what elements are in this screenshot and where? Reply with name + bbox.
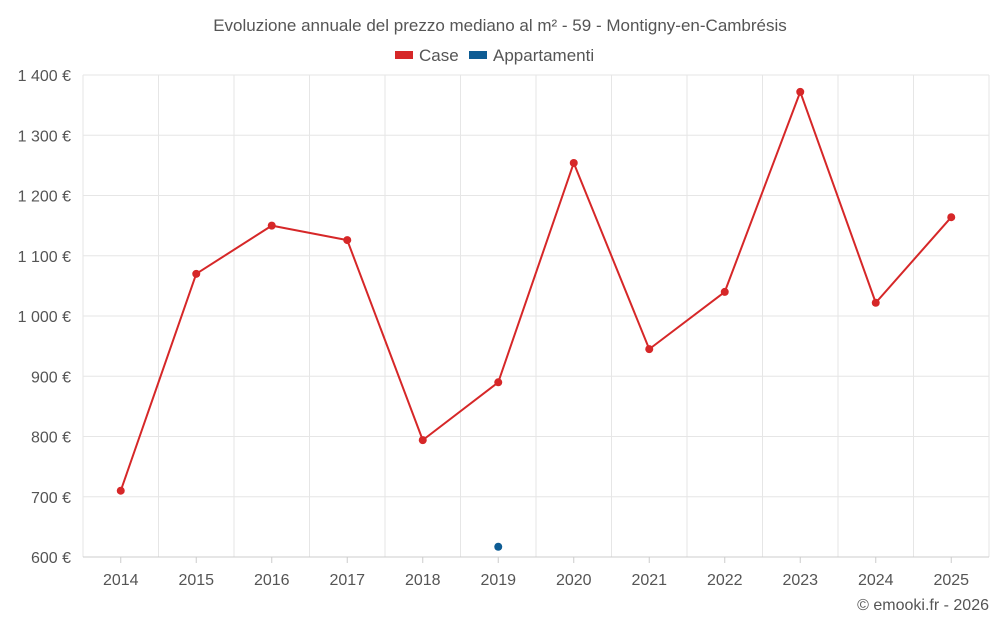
series-line-case: [119, 90, 952, 492]
data-point-case: [796, 87, 805, 96]
x-tick-label: 2019: [480, 572, 516, 589]
legend-item-case[interactable]: Case: [395, 46, 459, 65]
x-tick-label: 2018: [405, 572, 441, 589]
credit-text: © emooki.fr - 2026: [857, 597, 989, 614]
legend-swatch-case: [395, 51, 413, 59]
chart-title: Evoluzione annuale del prezzo mediano al…: [213, 16, 787, 35]
legend-swatch-appartamenti: [469, 51, 487, 59]
legend-label-appartamenti: Appartamenti: [493, 46, 594, 65]
x-tick-label: 2023: [782, 572, 818, 589]
y-tick-label: 1 000 €: [18, 309, 71, 326]
y-tick-label: 700 €: [31, 490, 71, 507]
x-tick-label: 2015: [178, 572, 214, 589]
data-point-appartamenti: [494, 542, 503, 551]
data-point-case: [947, 213, 956, 222]
x-tick-label: 2016: [254, 572, 290, 589]
data-point-case: [192, 269, 201, 278]
data-point-case: [116, 486, 125, 495]
x-tick-label: 2022: [707, 572, 743, 589]
data-point-case: [645, 345, 654, 354]
x-tick-label: 2021: [631, 572, 667, 589]
data-point-case: [720, 287, 729, 296]
series-layer: [116, 87, 956, 551]
y-tick-label: 800 €: [31, 430, 71, 447]
data-point-case: [569, 158, 578, 167]
x-tick-label: 2025: [933, 572, 969, 589]
grid: [82, 74, 990, 557]
x-tick-label: 2020: [556, 572, 592, 589]
y-tick-label: 900 €: [31, 369, 71, 386]
y-tick-label: 1 100 €: [18, 249, 71, 266]
x-tick-label: 2024: [858, 572, 894, 589]
x-tick-label: 2017: [329, 572, 365, 589]
y-tick-label: 600 €: [31, 550, 71, 567]
x-tick-label: 2014: [103, 572, 139, 589]
axes: 600 € 700 € 800 € 900 € 1 000 € 1 100 € 1 200 …: [18, 68, 989, 589]
y-tick-label: 1 400 €: [18, 68, 71, 85]
y-tick-label: 1 200 €: [18, 189, 71, 206]
data-point-case: [494, 378, 503, 387]
data-point-case: [871, 298, 880, 307]
data-point-case: [343, 236, 352, 245]
data-point-case: [267, 221, 276, 230]
legend[interactable]: Case Appartamenti: [395, 46, 594, 65]
y-tick-label: 1 300 €: [18, 128, 71, 145]
legend-label-case: Case: [419, 46, 459, 65]
data-point-case: [418, 436, 427, 445]
legend-item-appartamenti[interactable]: Appartamenti: [469, 46, 594, 65]
